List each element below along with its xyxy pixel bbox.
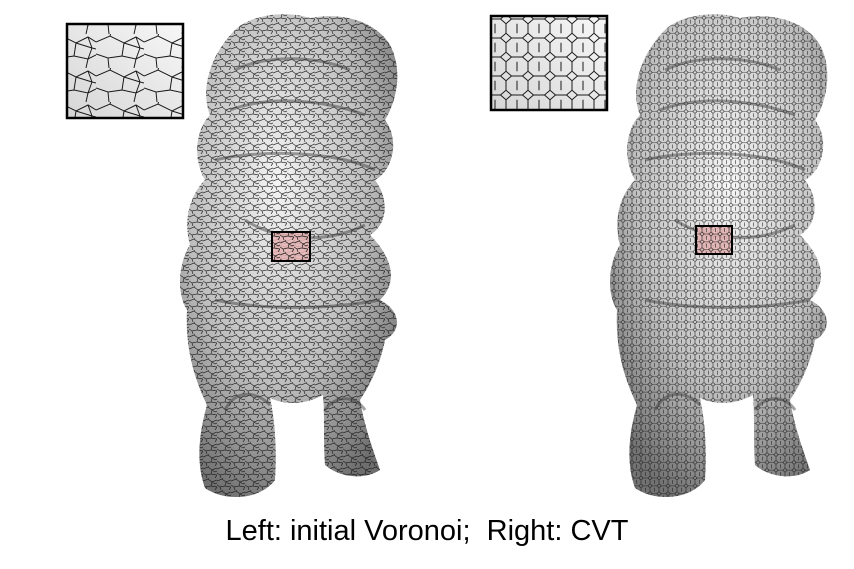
left-zoom-inset xyxy=(65,22,185,120)
right-lion-model xyxy=(609,14,828,498)
left-highlight-region xyxy=(271,231,311,262)
right-highlight-region xyxy=(695,225,733,255)
figure-caption: Left: initial Voronoi; Right: CVT xyxy=(225,515,629,547)
right-zoom-inset xyxy=(489,14,609,112)
